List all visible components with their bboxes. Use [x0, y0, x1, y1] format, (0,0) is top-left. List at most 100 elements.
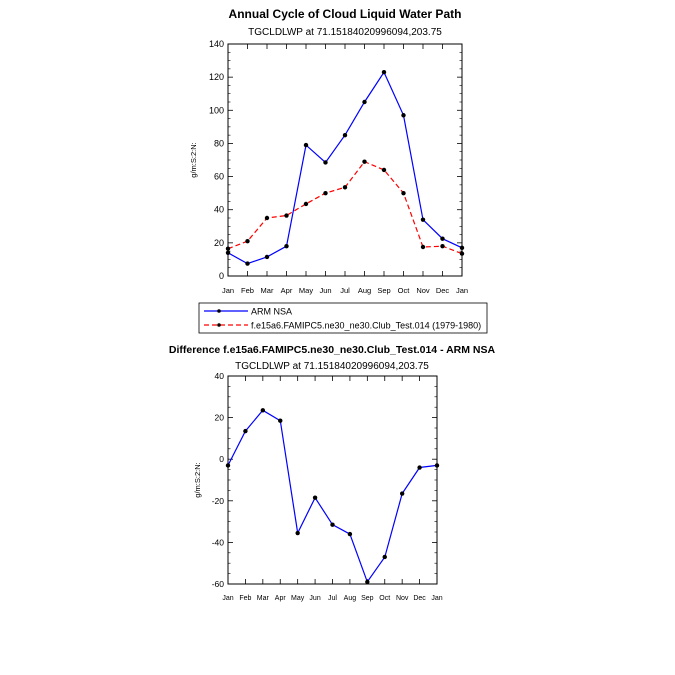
series-0-point: [434, 463, 440, 468]
series-0-point: [295, 530, 300, 536]
bottom-chart-subtitle: TGCLDLWP at 71.15184020996094,203.75: [235, 361, 429, 372]
series-1-point: [303, 201, 309, 207]
x-tick-label: Feb: [241, 286, 254, 295]
bottom-chart-title: Difference f.e15a6.FAMIPC5.ne30_ne30.Clu…: [169, 344, 496, 356]
y-tick-label: 140: [209, 39, 224, 49]
series-0-point: [401, 113, 406, 118]
legend-box: [198, 302, 488, 334]
series-0-point: [260, 408, 266, 413]
series-1-point: [459, 251, 465, 256]
top-chart-subtitle: TGCLDLWP at 71.15184020996094,203.75: [248, 27, 442, 38]
series-line-0: [227, 409, 438, 584]
legend-label-model: f.e15a6.FAMIPC5.ne30_ne30.Club_Test.014 …: [251, 321, 481, 331]
x-tick-label: Jan: [456, 286, 468, 295]
series-1-point: [381, 167, 387, 173]
series-0-point: [381, 69, 387, 75]
series-0-point: [225, 250, 231, 255]
series-0-point: [417, 465, 422, 470]
x-tick-label: Jan: [222, 286, 234, 295]
x-tick-label: Jan: [431, 595, 442, 602]
x-tick-label: Jan: [222, 595, 233, 602]
series-0-point: [245, 261, 250, 266]
y-tick-label: -40: [212, 537, 225, 547]
x-tick-label: Oct: [379, 595, 390, 602]
y-tick-label: 80: [214, 138, 224, 148]
x-tick-label: Nov: [416, 286, 430, 295]
top-chart: Annual Cycle of Cloud Liquid Water Path …: [189, 7, 488, 334]
series-0-point: [459, 245, 465, 251]
series-1-point: [264, 215, 270, 221]
series-0-point: [323, 160, 328, 165]
top-chart-legend: ARM NSA f.e15a6.FAMIPC5.ne30_ne30.Club_T…: [198, 302, 488, 334]
x-tick-label: Sep: [361, 595, 374, 602]
y-tick-label: 40: [215, 371, 225, 381]
series-0-point: [440, 236, 445, 241]
series-0-point: [284, 243, 289, 249]
series-0-point: [264, 254, 270, 260]
x-tick-label: May: [291, 595, 305, 602]
series-0-point: [312, 495, 318, 500]
bottom-chart-plot-area: [225, 408, 440, 585]
bottom-chart-axes: -60 -40 -20 0 20 40 Jan Feb Mar Apr May Jun Jul Aug Se…: [212, 371, 443, 602]
x-tick-label: Feb: [239, 595, 251, 602]
bottom-chart: Difference f.e15a6.FAMIPC5.ne30_ne30.Clu…: [169, 344, 496, 602]
plot-frame: [227, 43, 463, 277]
series-0-point: [225, 463, 231, 468]
y-tick-label: 60: [214, 172, 224, 182]
bottom-chart-ylabel: g/m:S:2:N:: [193, 462, 202, 497]
x-tick-label: Jun: [309, 595, 320, 602]
series-0-point: [347, 531, 353, 537]
top-chart-plot-area: [225, 69, 465, 266]
series-1-point: [225, 246, 231, 251]
series-1-point: [245, 239, 250, 244]
y-tick-label: 120: [209, 72, 224, 82]
series-0-point: [365, 579, 370, 585]
x-tick-label: Aug: [344, 595, 357, 602]
series-0-point: [278, 418, 283, 423]
x-tick-label: Jul: [340, 286, 350, 295]
y-tick-label: 0: [219, 454, 224, 464]
x-tick-label: Mar: [261, 286, 274, 295]
y-tick-label: 20: [214, 238, 224, 248]
legend-label-arm-nsa: ARM NSA: [251, 307, 292, 317]
series-0-point: [303, 142, 309, 148]
series-0-point: [362, 99, 367, 105]
x-tick-label: Nov: [396, 595, 409, 602]
series-1-point: [323, 190, 328, 196]
x-tick-label: Jul: [328, 595, 337, 602]
x-tick-label: Sep: [377, 286, 390, 295]
x-tick-label: Dec: [436, 286, 450, 295]
y-tick-label: -20: [212, 496, 225, 506]
series-line-0: [227, 70, 463, 265]
x-tick-label: Apr: [275, 595, 287, 602]
series-0-point: [399, 491, 405, 496]
x-tick-label: May: [299, 286, 313, 295]
legend-marker-arm-nsa: [217, 309, 221, 313]
series-1-point: [440, 243, 445, 249]
y-tick-label: -60: [212, 579, 225, 589]
top-chart-axes: 0 20 40 60 80 100 120 140 Jan Feb Mar Apr May Jun Jul A…: [209, 39, 468, 295]
x-tick-label: Aug: [358, 286, 371, 295]
x-tick-label: Mar: [257, 595, 270, 602]
y-tick-label: 20: [215, 413, 225, 423]
top-chart-title: Annual Cycle of Cloud Liquid Water Path: [229, 7, 462, 21]
series-1-point: [342, 185, 348, 190]
y-tick-label: 100: [209, 105, 224, 115]
series-1-point: [362, 159, 367, 164]
x-tick-label: Dec: [413, 595, 426, 602]
series-0-point: [243, 428, 248, 434]
y-tick-label: 0: [219, 271, 224, 281]
series-1-point: [284, 213, 289, 218]
series-1-point: [420, 244, 426, 250]
series-0-point: [342, 132, 348, 138]
series-line-1: [227, 160, 463, 255]
x-tick-label: Jun: [319, 286, 331, 295]
top-chart-ylabel: g/m:S:2:N:: [189, 142, 198, 177]
series-1-point: [401, 190, 406, 196]
series-0-point: [382, 554, 387, 560]
legend-marker-model: [217, 323, 221, 327]
x-tick-label: Apr: [281, 286, 293, 295]
series-0-point: [330, 522, 335, 527]
series-0-point: [420, 217, 426, 222]
